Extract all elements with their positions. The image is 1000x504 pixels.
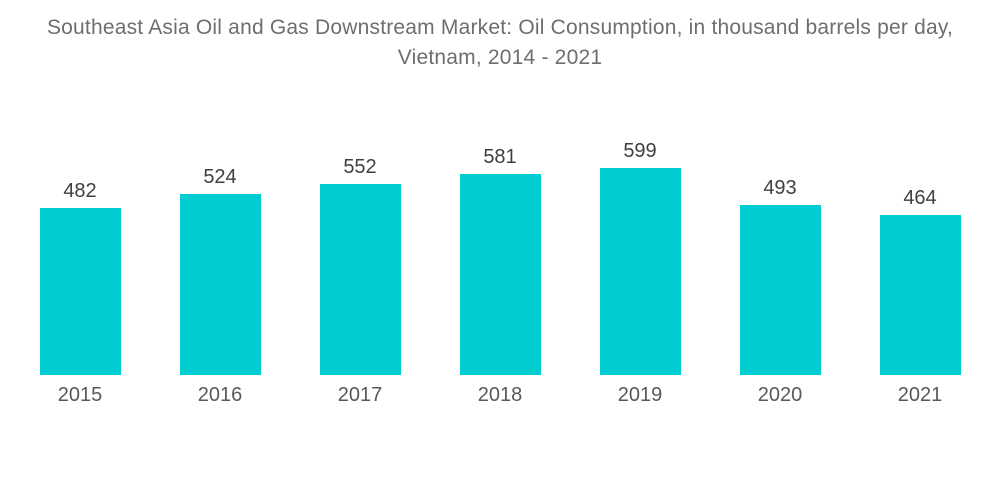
chart-title: Southeast Asia Oil and Gas Downstream Ma…	[46, 16, 954, 69]
bar	[319, 184, 401, 375]
bar	[879, 215, 961, 375]
category-label: 2018	[477, 384, 523, 406]
bar-group: 524 2016	[150, 129, 290, 407]
bar-stack: 482	[39, 129, 121, 375]
bar	[459, 174, 541, 375]
bar-stack: 524	[179, 129, 261, 375]
category-label: 2017	[337, 384, 383, 406]
category-label: 2021	[897, 384, 943, 406]
bar-value-label: 464	[903, 187, 937, 209]
category-label: 2020	[757, 384, 803, 406]
category-label: 2016	[197, 384, 243, 406]
bar-stack: 464	[879, 129, 961, 375]
bar-stack: 493	[739, 129, 821, 375]
bar-group: 493 2020	[710, 129, 850, 407]
bar	[739, 205, 821, 375]
bar	[179, 194, 261, 375]
bar-value-label: 493	[763, 177, 797, 199]
bar-value-label: 524	[203, 166, 237, 188]
bar-value-label: 581	[483, 146, 517, 168]
bar-group: 482 2015	[10, 129, 150, 407]
bar-stack: 599	[599, 129, 681, 375]
bar-stack: 552	[319, 129, 401, 375]
bar-value-label: 552	[343, 156, 377, 178]
bar-group: 552 2017	[290, 129, 430, 407]
category-label: 2019	[617, 384, 663, 406]
bar-value-label: 599	[623, 140, 657, 162]
bar	[39, 208, 121, 375]
bar-group: 599 2019	[570, 129, 710, 407]
bar-group: 581 2018	[430, 129, 570, 407]
bar-chart-plot-area: 482 2015 524 2016 552 2017 581 2018 599 2019 493 20…	[0, 129, 1000, 407]
bar-stack: 581	[459, 129, 541, 375]
bar-value-label: 482	[63, 180, 97, 202]
category-label: 2015	[57, 384, 103, 406]
bar-group: 464 2021	[850, 129, 990, 407]
bar	[599, 168, 681, 375]
